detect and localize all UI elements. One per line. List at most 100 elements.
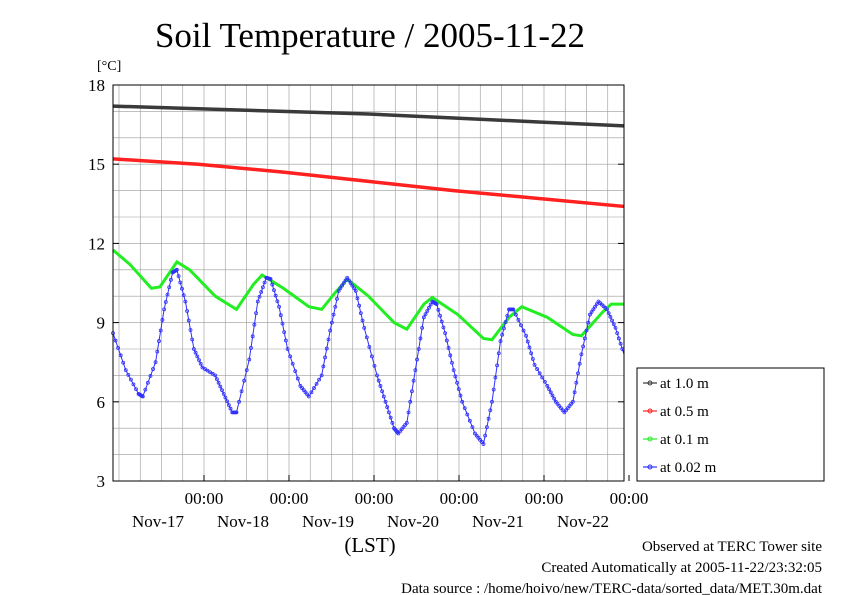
series-point — [387, 410, 391, 415]
series-point — [134, 387, 138, 392]
x-tick-date: Nov-21 — [472, 512, 524, 531]
series-point — [428, 302, 433, 307]
y-tick-label: 12 — [88, 234, 105, 253]
series-line-0 — [112, 104, 625, 128]
footer-site: Observed at TERC Tower site — [642, 539, 822, 555]
series-point — [525, 339, 530, 344]
series-point — [350, 283, 355, 288]
series-point — [162, 307, 167, 312]
series-point — [481, 442, 486, 446]
series-point — [348, 281, 353, 285]
series-point — [385, 405, 390, 409]
series-point — [326, 337, 331, 342]
legend-label: at 0.1 m — [660, 432, 709, 448]
legend-marker — [647, 464, 653, 470]
plot-series — [111, 104, 625, 446]
series-point — [535, 367, 540, 371]
series-point — [439, 319, 444, 324]
series-point — [572, 390, 577, 395]
series-point — [495, 363, 500, 368]
x-tick-time: 00:00 — [525, 489, 564, 508]
series-point — [169, 277, 173, 282]
series-point — [195, 354, 200, 359]
series-point — [488, 408, 493, 413]
series-point — [540, 375, 545, 380]
series-point — [448, 353, 453, 358]
series-point — [404, 421, 409, 425]
series-point — [186, 318, 191, 323]
series-point — [498, 339, 503, 343]
x-tick-date: Nov-18 — [217, 512, 269, 531]
series-point — [505, 313, 510, 318]
y-axis-unit: [°C] — [97, 59, 121, 74]
series-point — [323, 355, 327, 360]
series-line-1 — [112, 157, 625, 209]
series-point — [121, 360, 126, 365]
series-point — [594, 302, 599, 307]
x-tick-time: 00:00 — [440, 489, 479, 508]
series-point — [167, 285, 172, 290]
series-point — [450, 360, 454, 365]
series-point — [335, 296, 339, 301]
series-point — [223, 395, 228, 400]
series-point — [118, 353, 123, 358]
series-point — [357, 303, 362, 308]
series-point — [157, 339, 161, 343]
x-tick-time: 00:00 — [355, 489, 394, 508]
series-point — [453, 374, 458, 379]
series-point — [255, 299, 260, 304]
series-point — [317, 377, 322, 382]
series-point — [372, 363, 377, 368]
series-point — [460, 399, 465, 404]
series-point — [343, 278, 348, 283]
series-point — [511, 307, 516, 312]
series-point — [530, 357, 535, 361]
series-point — [225, 399, 230, 404]
series-point — [200, 365, 205, 370]
series-point — [257, 294, 262, 299]
series-point — [312, 386, 316, 390]
series-point — [434, 302, 439, 307]
footer-created: Created Automatically at 2005-11-22/23:3… — [541, 560, 822, 576]
series-point — [455, 380, 459, 385]
series-point — [260, 285, 265, 290]
y-tick-label: 18 — [88, 76, 105, 95]
legend-box — [636, 367, 825, 482]
series-point — [406, 410, 411, 415]
series-point — [278, 313, 283, 318]
series-point — [610, 318, 614, 323]
legend-label: at 1.0 m — [660, 376, 709, 392]
series-point — [333, 304, 338, 309]
series-point — [410, 389, 414, 394]
series-point — [527, 345, 532, 350]
series-point — [383, 399, 388, 404]
series-point — [208, 370, 212, 375]
series-point — [418, 336, 423, 341]
series-point — [370, 354, 374, 359]
series-point — [571, 399, 575, 404]
x-tick-date: Nov-20 — [387, 512, 439, 531]
series-point — [529, 351, 534, 356]
series-point — [502, 326, 506, 331]
series-point — [216, 380, 221, 385]
series-point — [220, 388, 224, 393]
series-point — [290, 361, 295, 366]
series-point — [360, 318, 365, 323]
legend-label: at 0.5 m — [660, 404, 709, 420]
series-point — [579, 352, 584, 357]
series-point — [113, 338, 118, 343]
series-point — [444, 338, 449, 343]
series-point — [582, 336, 587, 341]
series-point — [516, 318, 521, 322]
series-point — [190, 337, 195, 342]
footer-source: Data source : /home/hoivo/new/TERC-data/… — [401, 581, 823, 595]
series-point — [277, 304, 281, 309]
series-point — [213, 373, 218, 378]
x-tick-time: 00:00 — [270, 489, 309, 508]
x-tick-time: 00:00 — [610, 489, 649, 508]
series-point — [328, 328, 333, 333]
series-point — [185, 309, 189, 313]
series-point — [193, 350, 198, 355]
series-point — [165, 292, 170, 297]
